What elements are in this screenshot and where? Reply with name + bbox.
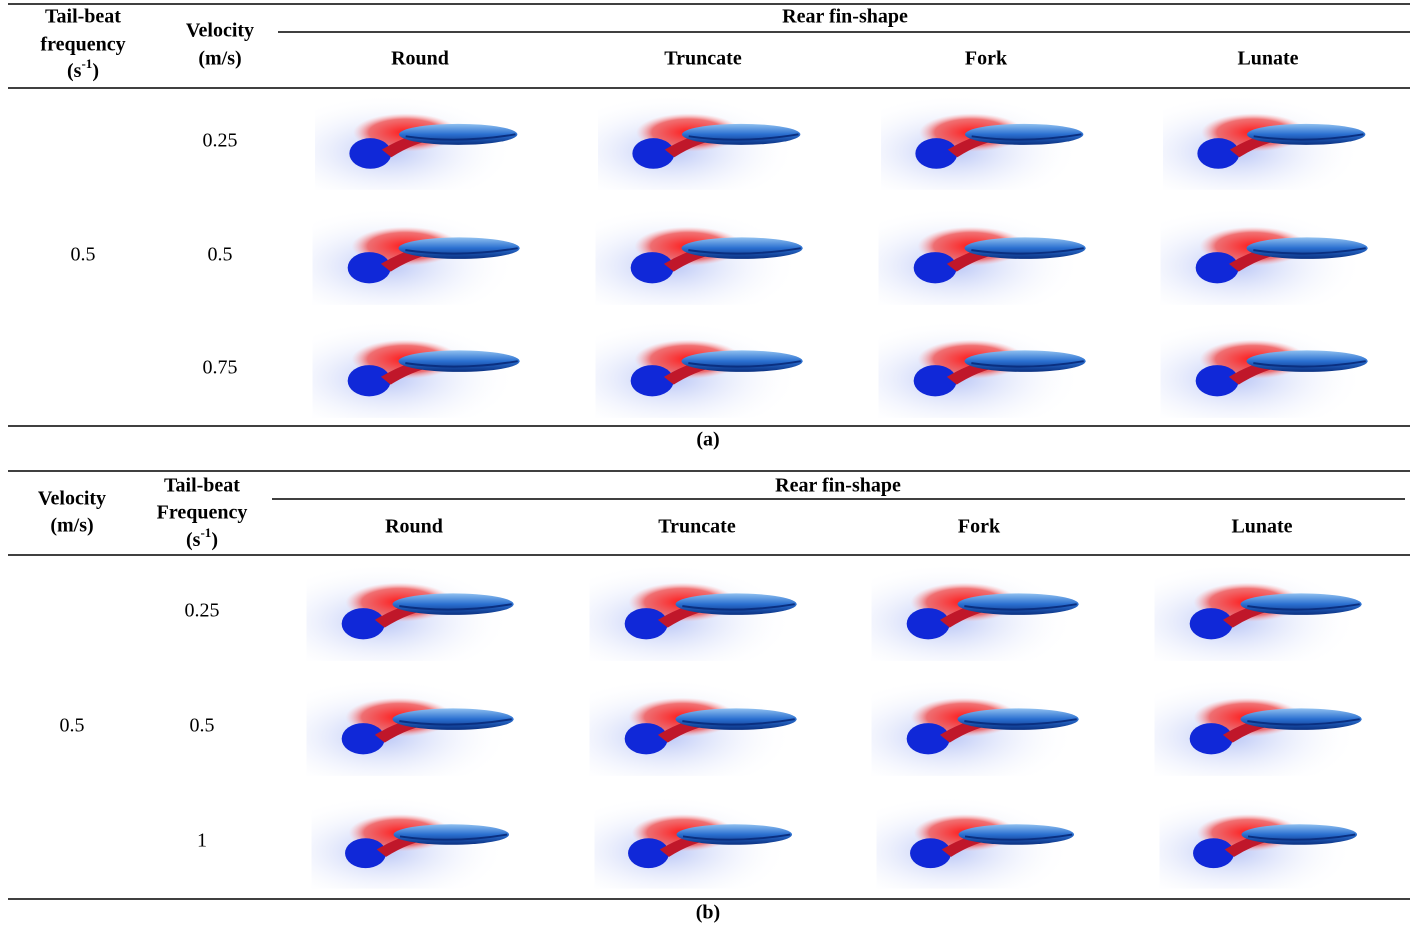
- flow-image: [872, 678, 1087, 776]
- flow-image: [879, 320, 1094, 418]
- row-value: 0.75: [203, 357, 238, 379]
- unit-close: ): [92, 60, 99, 82]
- column-header: Round: [385, 516, 443, 538]
- flow-image: [1160, 795, 1365, 888]
- unit-close: ): [211, 529, 218, 551]
- page: Rear fin-shape(a)Tail-beatfrequency(s-1)…: [0, 0, 1420, 932]
- row-header: Velocity: [186, 20, 254, 42]
- flow-image: [315, 94, 525, 189]
- flow-image: [1161, 320, 1376, 418]
- flow-image: [1161, 207, 1376, 305]
- flow-image: [590, 563, 805, 661]
- row-value: 0.5: [208, 244, 233, 266]
- flow-image: [877, 795, 1082, 888]
- flow-image: [596, 207, 811, 305]
- row-header-unit: (s-1): [186, 525, 218, 551]
- unit-sup: -1: [81, 56, 92, 71]
- unit-base: (s: [67, 60, 82, 82]
- caption: (b): [696, 902, 720, 924]
- row-header: Frequency: [157, 502, 248, 524]
- column-header: Fork: [958, 516, 1001, 538]
- column-header: Truncate: [658, 516, 736, 538]
- flow-image: [312, 795, 517, 888]
- row-header: frequency: [40, 34, 125, 56]
- figure: Rear fin-shape(a)Tail-beatfrequency(s-1)…: [0, 0, 1420, 932]
- column-header: Round: [391, 48, 449, 70]
- unit-sup: -1: [200, 525, 211, 540]
- flow-image: [595, 795, 800, 888]
- flow-image: [590, 678, 805, 776]
- flow-image: [598, 94, 808, 189]
- flow-image: [879, 207, 1094, 305]
- flow-image: [313, 320, 528, 418]
- row-header-unit: (s-1): [67, 56, 99, 82]
- row-value: 0.5: [190, 715, 215, 737]
- column-header: Fork: [965, 48, 1008, 70]
- row-header: (m/s): [50, 515, 93, 537]
- row-value: 1: [197, 830, 207, 852]
- flow-image: [881, 94, 1091, 189]
- flow-image: [313, 207, 528, 305]
- flow-image: [307, 563, 522, 661]
- flow-image: [872, 563, 1087, 661]
- group-value: 0.5: [60, 715, 85, 737]
- flow-image: [1155, 678, 1370, 776]
- group-header: Rear fin-shape: [782, 6, 908, 28]
- group-value: 0.5: [71, 244, 96, 266]
- column-header: Truncate: [664, 48, 742, 70]
- column-header: Lunate: [1237, 48, 1298, 70]
- row-value: 0.25: [203, 130, 238, 152]
- caption: (a): [696, 429, 719, 451]
- flow-image: [307, 678, 522, 776]
- flow-image: [1155, 563, 1370, 661]
- row-header: Tail-beat: [164, 475, 240, 497]
- row-header: Velocity: [38, 488, 106, 510]
- row-header: (m/s): [198, 48, 241, 70]
- row-value: 0.25: [185, 600, 220, 622]
- group-header: Rear fin-shape: [775, 475, 901, 497]
- unit-base: (s: [186, 529, 201, 551]
- column-header: Lunate: [1231, 516, 1292, 538]
- flow-image: [596, 320, 811, 418]
- flow-image: [1163, 94, 1373, 189]
- row-header: Tail-beat: [45, 6, 121, 28]
